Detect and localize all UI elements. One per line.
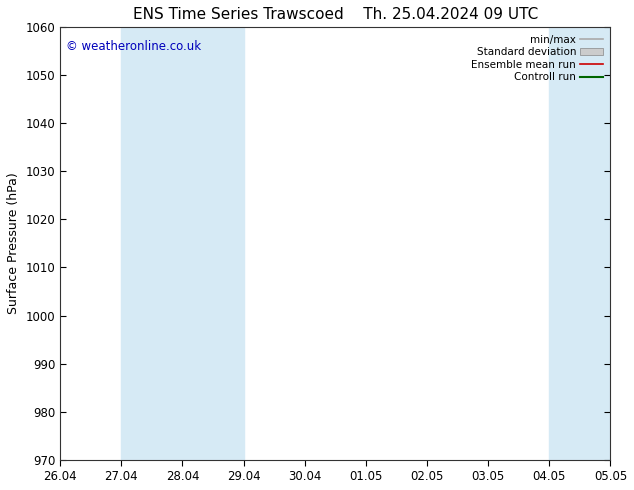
Text: © weatheronline.co.uk: © weatheronline.co.uk [65, 40, 201, 53]
Title: ENS Time Series Trawscoed    Th. 25.04.2024 09 UTC: ENS Time Series Trawscoed Th. 25.04.2024… [133, 7, 538, 22]
Y-axis label: Surface Pressure (hPa): Surface Pressure (hPa) [7, 172, 20, 314]
Legend: min/max, Standard deviation, Ensemble mean run, Controll run: min/max, Standard deviation, Ensemble me… [469, 32, 605, 84]
Bar [549, 27, 634, 460]
Bar [121, 27, 243, 460]
